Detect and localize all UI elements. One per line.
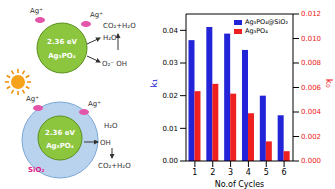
svg-text:2.36 eV: 2.36 eV	[45, 129, 75, 137]
svg-text:3: 3	[228, 168, 233, 177]
svg-text:0.004: 0.004	[301, 108, 322, 116]
svg-text:Ag⁺: Ag⁺	[30, 7, 43, 15]
svg-text:0.03: 0.03	[162, 59, 178, 67]
svg-text:CO₂+H₂O: CO₂+H₂O	[103, 22, 136, 30]
svg-text:Ag₃PO₄: Ag₃PO₄	[46, 142, 74, 150]
svg-text:0.01: 0.01	[162, 125, 178, 133]
svg-text:0.02: 0.02	[162, 92, 178, 100]
svg-text:k₀: k₀	[324, 79, 327, 88]
svg-text:6: 6	[282, 168, 287, 177]
svg-text:0.002: 0.002	[301, 133, 321, 141]
svg-text:0.010: 0.010	[301, 35, 321, 43]
svg-text:Ag⁺: Ag⁺	[88, 100, 101, 108]
svg-text:CO₂+H₂O: CO₂+H₂O	[98, 162, 131, 170]
svg-text:OH: OH	[100, 139, 111, 147]
svg-text:Ag₃PO₄: Ag₃PO₄	[48, 52, 76, 60]
svg-text:5: 5	[264, 168, 269, 177]
svg-text:2: 2	[210, 168, 215, 177]
svg-text:Ag⁺: Ag⁺	[90, 11, 103, 19]
svg-text:0.008: 0.008	[301, 59, 321, 67]
svg-text:0.04: 0.04	[162, 27, 178, 35]
svg-text:0.006: 0.006	[301, 84, 322, 92]
svg-text:SiO₂: SiO₂	[28, 166, 44, 174]
svg-text:1: 1	[192, 168, 197, 177]
svg-text:H₂O: H₂O	[104, 122, 118, 130]
svg-text:4: 4	[246, 168, 251, 177]
svg-text:H₂O: H₂O	[103, 34, 117, 42]
svg-text:2.36 eV: 2.36 eV	[47, 38, 77, 46]
svg-text:No.of Cycles: No.of Cycles	[215, 180, 265, 189]
svg-text:0.00: 0.00	[162, 157, 178, 165]
html-text:Ag₃PO₄@SiO₂: Ag₃PO₄@SiO₂	[245, 18, 288, 26]
svg-text:0.000: 0.000	[301, 157, 321, 165]
svg-text:O₂⁻ OH: O₂⁻ OH	[102, 60, 127, 68]
svg-text:Ag⁺: Ag⁺	[26, 95, 39, 103]
svg-text:k₁: k₁	[150, 78, 159, 87]
svg-text:0.012: 0.012	[301, 10, 321, 18]
html-text:Ag₃PO₄: Ag₃PO₄	[245, 27, 268, 35]
